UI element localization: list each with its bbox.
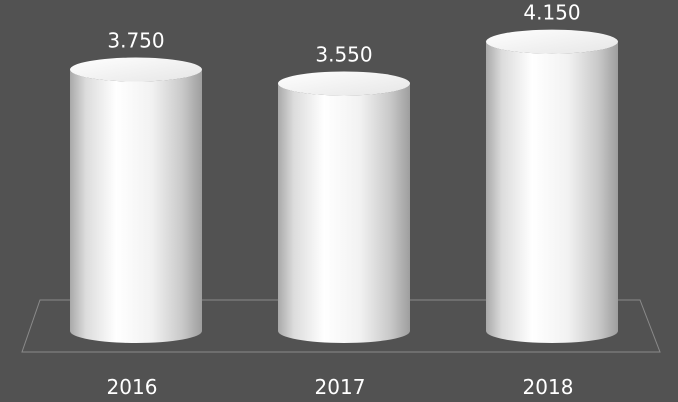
value-label-2017: 3.550 xyxy=(315,42,372,66)
category-label-2018: 2018 xyxy=(523,375,574,399)
bar-top-2016 xyxy=(70,57,202,82)
category-label-2016: 2016 xyxy=(107,375,158,399)
bars-group xyxy=(70,29,618,344)
bar-2016 xyxy=(70,57,203,344)
bar-2017 xyxy=(278,71,410,343)
value-labels-group: 3.750 3.550 4.150 xyxy=(107,1,580,67)
bar-body-2016 xyxy=(70,69,203,344)
value-label-2018: 4.150 xyxy=(523,1,580,25)
bar-2018 xyxy=(486,29,618,344)
category-labels-group: 2016 2017 2018 xyxy=(107,375,574,399)
bar-body-2018 xyxy=(486,41,618,344)
bar-top-2018 xyxy=(486,29,618,54)
value-label-2016: 3.750 xyxy=(107,29,164,53)
bar-top-2017 xyxy=(278,71,410,96)
category-label-2017: 2017 xyxy=(315,375,366,399)
bar-body-2017 xyxy=(278,83,410,343)
floor-plane xyxy=(21,299,661,353)
